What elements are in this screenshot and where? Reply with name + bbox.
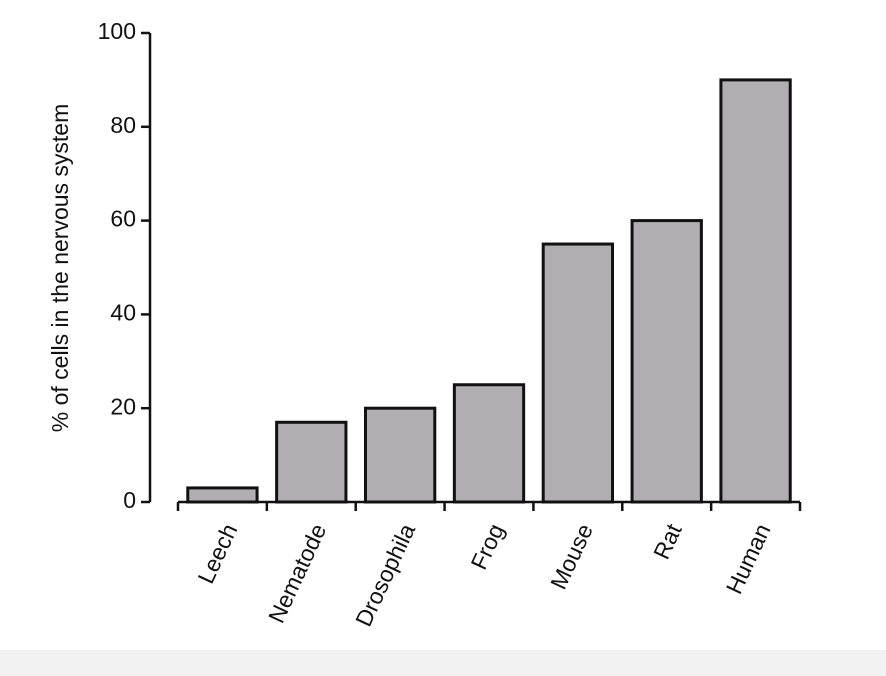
y-tick-label: 60 bbox=[110, 206, 136, 232]
bar bbox=[275, 420, 348, 504]
x-tick-label: Drosophila bbox=[350, 520, 420, 631]
y-tick-label: 40 bbox=[110, 299, 136, 325]
y-tick-label: 100 bbox=[98, 18, 136, 44]
bar bbox=[186, 486, 259, 504]
y-axis-label: % of cells in the nervous system bbox=[47, 104, 73, 433]
bar bbox=[452, 383, 526, 504]
x-tick-label: Rat bbox=[648, 519, 687, 563]
footer-strip bbox=[0, 650, 886, 676]
bar bbox=[719, 78, 792, 504]
x-tick-label: Nematode bbox=[263, 520, 331, 627]
x-tick-label: Frog bbox=[465, 520, 509, 574]
x-tick-label: Leech bbox=[192, 520, 242, 588]
y-tick-label: 20 bbox=[110, 393, 136, 419]
y-tick-label: 0 bbox=[123, 487, 136, 513]
bar bbox=[630, 219, 703, 504]
bar bbox=[363, 406, 437, 504]
y-tick-label: 80 bbox=[110, 112, 136, 138]
bar bbox=[541, 242, 615, 504]
x-tick-label: Human bbox=[721, 520, 776, 598]
x-tick-label: Mouse bbox=[545, 520, 598, 594]
